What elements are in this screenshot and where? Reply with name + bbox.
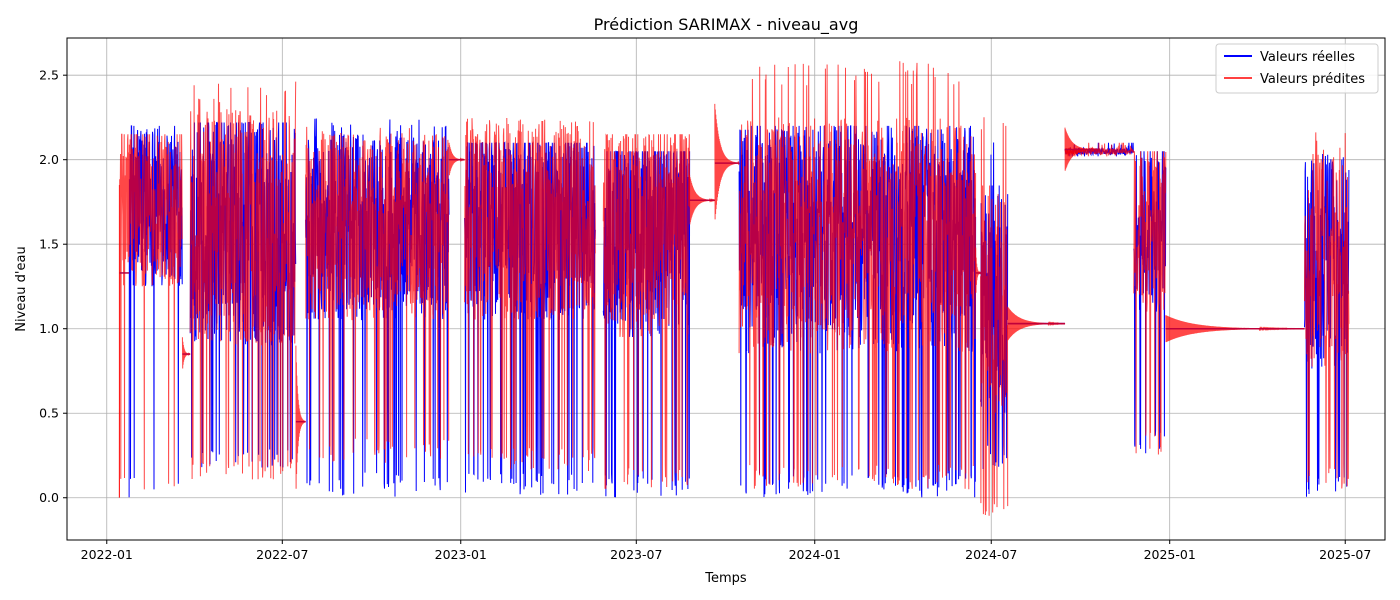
x-tick-label: 2022-07	[256, 547, 308, 562]
y-tick-label: 2.5	[39, 68, 59, 83]
plot-frame	[66, 37, 1386, 541]
y-tick-label: 0.5	[39, 406, 59, 421]
y-axis-label: Niveau d'eau	[14, 246, 29, 331]
legend-label-predicted: Valeurs prédites	[1260, 72, 1365, 87]
x-tick-label: 2023-01	[435, 547, 487, 562]
series-predicted	[118, 61, 1350, 516]
x-tick-label: 2024-01	[789, 547, 841, 562]
series-layer	[118, 61, 1350, 516]
y-tick-label: 2.0	[39, 152, 59, 167]
y-tick-label: 1.5	[39, 237, 59, 252]
series-line-segment	[305, 126, 450, 463]
series-line-segment	[118, 133, 183, 498]
legend: Valeurs réelles Valeurs prédites	[1215, 43, 1379, 94]
x-tick-label: 2024-07	[965, 547, 1017, 562]
series-line-segment	[738, 61, 977, 490]
series-line-segment	[980, 117, 1009, 516]
y-axis: 0.0 0.5 1.0 1.5 2.0 2.5	[39, 68, 67, 505]
y-tick-label: 0.0	[39, 490, 59, 505]
x-tick-label: 2023-07	[610, 547, 662, 562]
legend-label-real: Valeurs réelles	[1260, 50, 1355, 65]
series-line-segment	[1304, 132, 1350, 489]
x-tick-label: 2022-01	[81, 547, 133, 562]
series-line-segment	[464, 117, 596, 472]
x-axis: 2022-01 2022-07 2023-01 2023-07 2024-01 2024-…	[81, 540, 1371, 562]
gridlines	[67, 38, 1385, 540]
x-tick-label: 2025-07	[1319, 547, 1371, 562]
x-tick-label: 2025-01	[1144, 547, 1196, 562]
chart-title: Prédiction SARIMAX - niveau_avg	[594, 15, 859, 35]
y-tick-label: 1.0	[39, 321, 59, 336]
legend-box	[1215, 43, 1379, 94]
series-line-segment	[602, 133, 691, 489]
series-line-segment	[189, 81, 297, 480]
x-axis-label: Temps	[704, 571, 747, 586]
series-line-segment	[1133, 151, 1167, 455]
